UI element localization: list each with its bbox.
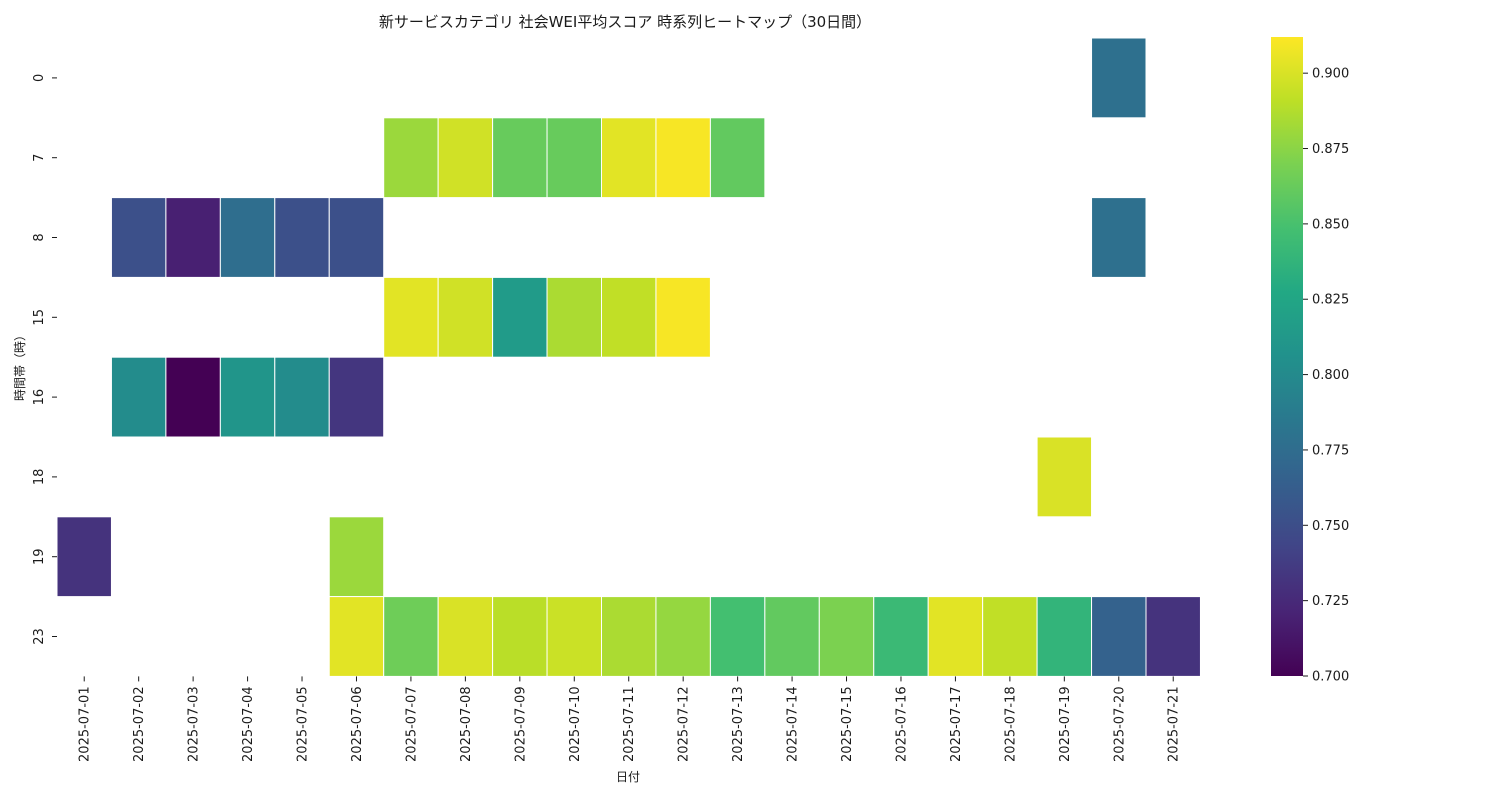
y-tick-label: 18 [32,469,47,486]
heatmap-cell [601,117,657,199]
heatmap-cell [655,276,711,358]
heatmap-cell [601,276,657,358]
heatmap-cell [274,197,330,278]
heatmap-cell [818,596,875,677]
heatmap-cell [492,117,548,199]
heatmap-cells [56,37,1201,677]
colorbar: 0.700 0.725 0.750 0.775 0.800 0.825 0.850 0.875… [1271,37,1349,685]
heatmap-cell [110,197,167,278]
x-tick-label: 2025-07-07 [404,686,419,762]
heatmap-cell [546,596,602,677]
colorbar-tick-label: 0.850 [1312,217,1349,232]
heatmap-cell [764,596,820,677]
colorbar-tick-label: 0.725 [1312,594,1349,609]
heatmap-cell [383,596,439,677]
y-tick-label: 23 [32,628,47,645]
heatmap-cell [1091,596,1147,677]
heatmap-cell [165,197,221,278]
x-tick-label: 2025-07-05 [296,686,311,762]
heatmap-cell [328,596,385,677]
x-axis-label: 日付 [616,770,640,784]
x-tick-label: 2025-07-19 [1058,686,1073,762]
x-tick-label: 2025-07-03 [187,686,202,762]
heatmap-cell [328,356,385,438]
heatmap-cell [437,276,494,358]
y-tick-label: 15 [32,309,47,326]
colorbar-tick-label: 0.775 [1312,443,1349,458]
colorbar-tick-label: 0.800 [1312,368,1349,383]
heatmap-cell [1145,596,1201,677]
heatmap-cell [927,596,984,677]
heatmap-cell [1036,596,1093,677]
heatmap-cell [56,516,112,598]
heatmap-cell [601,596,657,677]
heatmap-cell [383,276,439,358]
x-tick-label: 2025-07-20 [1112,686,1127,762]
x-tick-label: 2025-07-14 [786,686,801,762]
x-tick-label: 2025-07-02 [132,686,147,762]
heatmap-cell [219,356,276,438]
heatmap-cell [655,596,711,677]
colorbar-tick-label: 0.700 [1312,670,1349,685]
colorbar-tick-label: 0.825 [1312,293,1349,308]
heatmap-cell [274,356,330,438]
heatmap-cell [219,197,276,278]
x-tick-label: 2025-07-08 [459,686,474,762]
heatmap-cell [328,197,385,278]
heatmap-cell [165,356,221,438]
y-axis: 0 7 8 15 16 18 19 23 [32,74,57,645]
chart-title: 新サービスカテゴリ 社会WEI平均スコア 時系列ヒートマップ（30日間） [379,13,871,31]
heatmap-cell [655,117,711,199]
x-tick-label: 2025-07-13 [731,686,746,762]
y-axis-label: 時間帯（時） [13,329,27,401]
heatmap-cell [437,596,494,677]
heatmap-cell [873,596,929,677]
y-tick-label: 19 [32,548,47,565]
heatmap-cell [709,117,766,199]
heatmap-cell [1036,436,1093,518]
colorbar-tick-label: 0.875 [1312,142,1349,157]
x-tick-label: 2025-07-04 [241,686,256,762]
x-axis: 2025-07-01 2025-07-02 2025-07-03 2025-07-04… [78,676,1182,762]
heatmap-cell [328,516,385,598]
heatmap-cell [546,117,602,199]
x-tick-label: 2025-07-01 [78,686,93,762]
colorbar-tick-label: 0.900 [1312,67,1349,82]
x-tick-label: 2025-07-16 [894,686,909,762]
heatmap-cell [110,356,167,438]
heatmap-cell [982,596,1038,677]
x-tick-label: 2025-07-17 [949,686,964,762]
y-tick-label: 7 [32,154,47,162]
heatmap-cell [383,117,439,199]
colorbar-gradient [1271,37,1303,676]
x-tick-label: 2025-07-11 [622,686,637,762]
heatmap-cell [709,596,766,677]
heatmap-cell [492,276,548,358]
y-tick-label: 0 [32,74,47,82]
x-tick-label: 2025-07-06 [350,686,365,762]
x-tick-label: 2025-07-15 [840,686,855,762]
heatmap-cell [1091,197,1147,278]
y-tick-label: 8 [32,233,47,241]
heatmap-cell [546,276,602,358]
x-tick-label: 2025-07-21 [1167,686,1182,762]
x-tick-label: 2025-07-12 [677,686,692,762]
x-tick-label: 2025-07-18 [1003,686,1018,762]
heatmap-cell [437,117,494,199]
y-tick-label: 16 [32,389,47,406]
x-tick-label: 2025-07-09 [513,686,528,762]
heatmap-cell [1091,37,1147,119]
colorbar-tick-label: 0.750 [1312,519,1349,534]
x-tick-label: 2025-07-10 [568,686,583,762]
heatmap-cell [492,596,548,677]
